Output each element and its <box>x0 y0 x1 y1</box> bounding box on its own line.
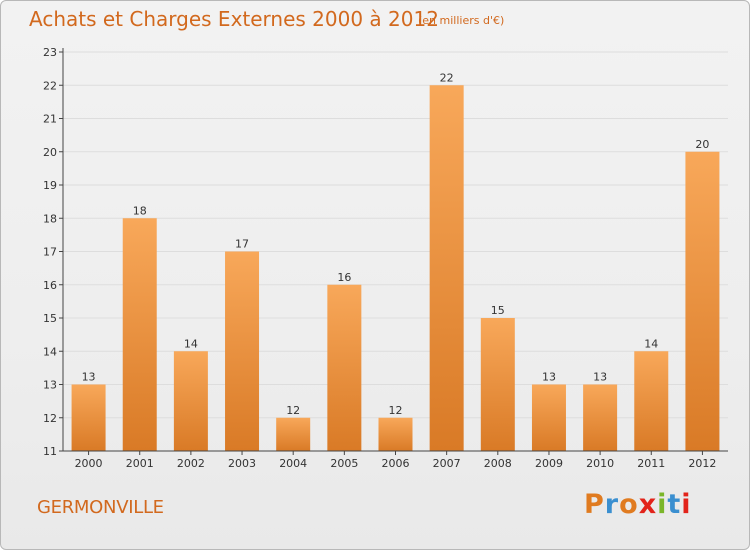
x-tick-label-2009: 2009 <box>535 457 563 470</box>
logo-letter: x <box>638 489 658 520</box>
x-tick-label-2008: 2008 <box>484 457 512 470</box>
logo-letter: o <box>619 489 639 520</box>
value-label-2000: 13 <box>82 371 96 384</box>
bar-2010 <box>583 384 618 451</box>
value-label-2009: 13 <box>542 371 556 384</box>
logo-letter: i <box>681 489 692 520</box>
value-label-2005: 16 <box>337 271 351 284</box>
y-tick-label: 14 <box>43 345 57 358</box>
value-label-2008: 15 <box>491 304 505 317</box>
x-tick-label-2000: 2000 <box>75 457 103 470</box>
bar-2007 <box>429 85 464 451</box>
commune-name: GERMONVILLE <box>37 497 164 518</box>
bar-2003 <box>225 251 260 451</box>
logo-letter: t <box>667 489 682 520</box>
logo-letter: i <box>657 489 668 520</box>
value-label-2012: 20 <box>695 138 709 151</box>
proxiti-logo[interactable]: Proxiti <box>584 489 692 520</box>
bar-2008 <box>480 318 515 451</box>
y-tick-label: 17 <box>43 246 57 259</box>
y-tick-label: 15 <box>43 312 57 325</box>
bar-2011 <box>634 351 669 451</box>
x-tick-label-2005: 2005 <box>330 457 358 470</box>
chart-title: Achats et Charges Externes 2000 à 2012 <box>29 7 439 31</box>
bar-2004 <box>276 417 311 451</box>
bars: 13 18 14 17 12 16 12 22 15 13 13 14 20 <box>71 71 720 451</box>
x-tick-label-2001: 2001 <box>126 457 154 470</box>
logo-letter: r <box>604 489 620 520</box>
y-tick-label: 22 <box>43 79 57 92</box>
bar-2000 <box>71 384 106 451</box>
value-label-2011: 14 <box>644 337 658 350</box>
y-tick-label: 13 <box>43 379 57 392</box>
x-tick-label-2010: 2010 <box>586 457 614 470</box>
axes: 11 12 13 14 15 16 17 18 19 20 21 22 23 2000 2001 2002 20… <box>43 46 728 470</box>
value-label-2007: 22 <box>440 71 454 84</box>
bar-2002 <box>173 351 208 451</box>
value-label-2010: 13 <box>593 371 607 384</box>
bar-2009 <box>531 384 566 451</box>
bar-2001 <box>122 218 157 451</box>
logo-letter: P <box>584 489 605 520</box>
x-tick-label-2011: 2011 <box>637 457 665 470</box>
bar-2005 <box>327 284 362 451</box>
bar-2012 <box>685 151 720 451</box>
value-label-2002: 14 <box>184 337 198 350</box>
x-tick-label-2002: 2002 <box>177 457 205 470</box>
value-label-2004: 12 <box>286 404 300 417</box>
value-label-2003: 17 <box>235 238 249 251</box>
y-tick-label: 12 <box>43 412 57 425</box>
x-tick-label-2012: 2012 <box>688 457 716 470</box>
y-tick-label: 19 <box>43 179 57 192</box>
value-label-2006: 12 <box>389 404 403 417</box>
x-tick-label-2007: 2007 <box>433 457 461 470</box>
chart-subtitle: (en milliers d'€) <box>418 14 505 27</box>
y-tick-label: 18 <box>43 212 57 225</box>
y-tick-label: 16 <box>43 279 57 292</box>
bar-2006 <box>378 417 413 451</box>
x-tick-label-2003: 2003 <box>228 457 256 470</box>
y-tick-label: 11 <box>43 445 57 458</box>
x-tick-label-2006: 2006 <box>382 457 410 470</box>
value-label-2001: 18 <box>133 204 147 217</box>
grid-lines <box>63 51 728 452</box>
y-tick-label: 20 <box>43 146 57 159</box>
x-tick-label-2004: 2004 <box>279 457 307 470</box>
y-tick-label: 21 <box>43 113 57 126</box>
y-tick-label: 23 <box>43 46 57 59</box>
